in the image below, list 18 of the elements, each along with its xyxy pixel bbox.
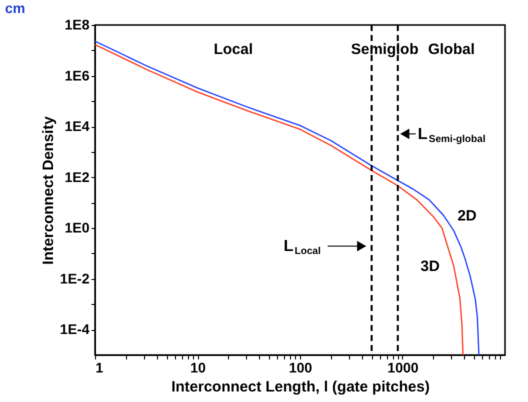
series-label: 3D [420, 258, 440, 276]
x-axis-title: Interconnect Length, l (gate pitches) [171, 378, 430, 396]
x-tick-label: 1 [96, 360, 104, 376]
x-tick-label: 1000 [387, 360, 419, 376]
annotation: Global [428, 41, 475, 58]
y-tick-label: 1E8 [64, 16, 90, 32]
annotation: Local [214, 41, 253, 58]
y-tick-label: 1E-2 [60, 270, 90, 286]
y-tick-label: 1E-4 [60, 321, 90, 338]
y-tick-label: 1E0 [64, 220, 90, 236]
y-axis-title: Interconnect Density [40, 116, 57, 265]
chart-title: cm [5, 0, 26, 16]
x-tick-label: 10 [190, 360, 206, 376]
y-tick-label: 1E4 [64, 118, 90, 134]
y-tick-label: 1E2 [64, 168, 90, 185]
series-label: 2D [457, 207, 477, 224]
y-tick-label: 1E6 [64, 67, 90, 84]
x-tick-label: 100 [288, 360, 312, 376]
